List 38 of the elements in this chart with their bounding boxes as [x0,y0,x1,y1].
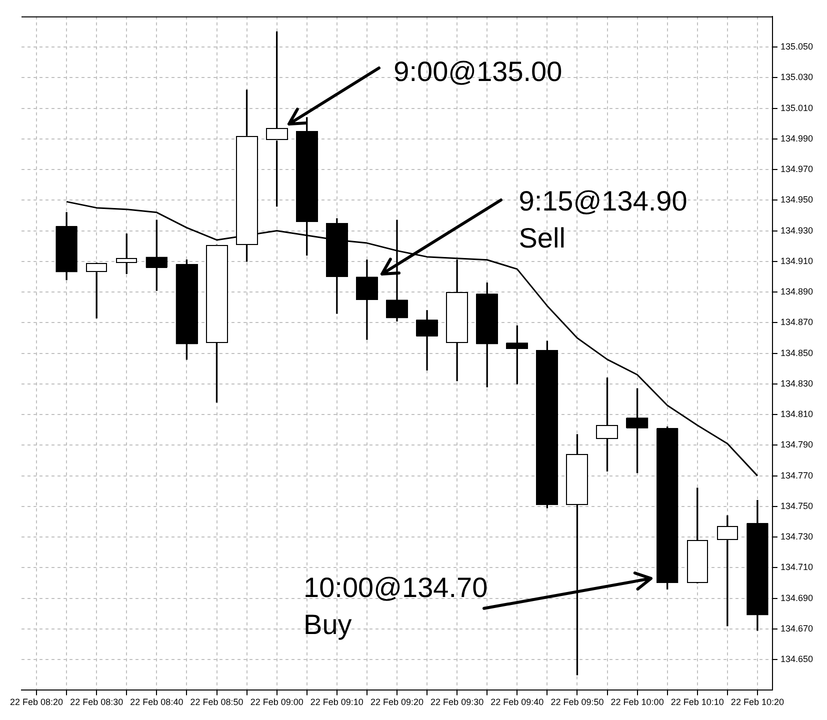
y-tick-label: 134.710 [780,562,814,572]
x-tick-label: 22 Feb 08:30 [70,697,124,708]
x-tick-label: 22 Feb 08:20 [10,697,64,708]
y-tick-label: 134.870 [780,317,814,328]
annotation: 10:00@134.70 Buy [304,572,488,640]
y-tick-label: 134.910 [780,256,814,266]
y-tick-label: 134.930 [780,225,814,236]
x-tick-label: 22 Feb 10:10 [670,697,724,708]
x-tick-label: 22 Feb 09:10 [310,697,364,708]
candlestick [386,220,408,322]
y-tick-label: 135.010 [780,102,814,113]
x-tick-label: 22 Feb 09:00 [250,697,304,708]
y-tick-label: 134.990 [780,133,814,144]
x-tick-label: 22 Feb 09:50 [550,697,604,708]
x-tick-label: 22 Feb 10:00 [610,697,664,708]
y-tick-label: 134.970 [780,164,814,174]
y-tick-label: 134.810 [780,409,814,420]
y-tick-label: 134.670 [780,623,814,634]
x-tick-label: 22 Feb 09:30 [430,697,484,708]
y-tick-label: 134.790 [780,440,814,450]
x-tick-label: 22 Feb 09:20 [370,697,424,708]
y-tick-label: 135.050 [780,42,814,52]
y-tick-label: 134.770 [780,470,814,480]
y-tick-label: 135.030 [780,72,814,82]
x-tick-label: 22 Feb 08:40 [130,697,184,708]
x-tick-label: 22 Feb 10:20 [730,697,784,708]
y-tick-label: 134.650 [780,654,814,664]
y-tick-label: 134.850 [780,348,814,358]
y-tick-label: 134.730 [780,532,814,542]
x-tick-label: 22 Feb 09:40 [490,697,544,708]
y-tick-label: 134.950 [780,194,814,205]
y-tick-label: 134.690 [780,592,814,603]
y-tick-label: 134.830 [780,378,814,388]
y-tick-label: 134.750 [780,500,814,511]
annotation: 9:00@135.00 [394,56,562,88]
y-tick-label: 134.890 [780,286,814,297]
x-tick-label: 22 Feb 08:50 [190,697,244,708]
annotation: 9:15@134.90 Sell [518,186,688,254]
